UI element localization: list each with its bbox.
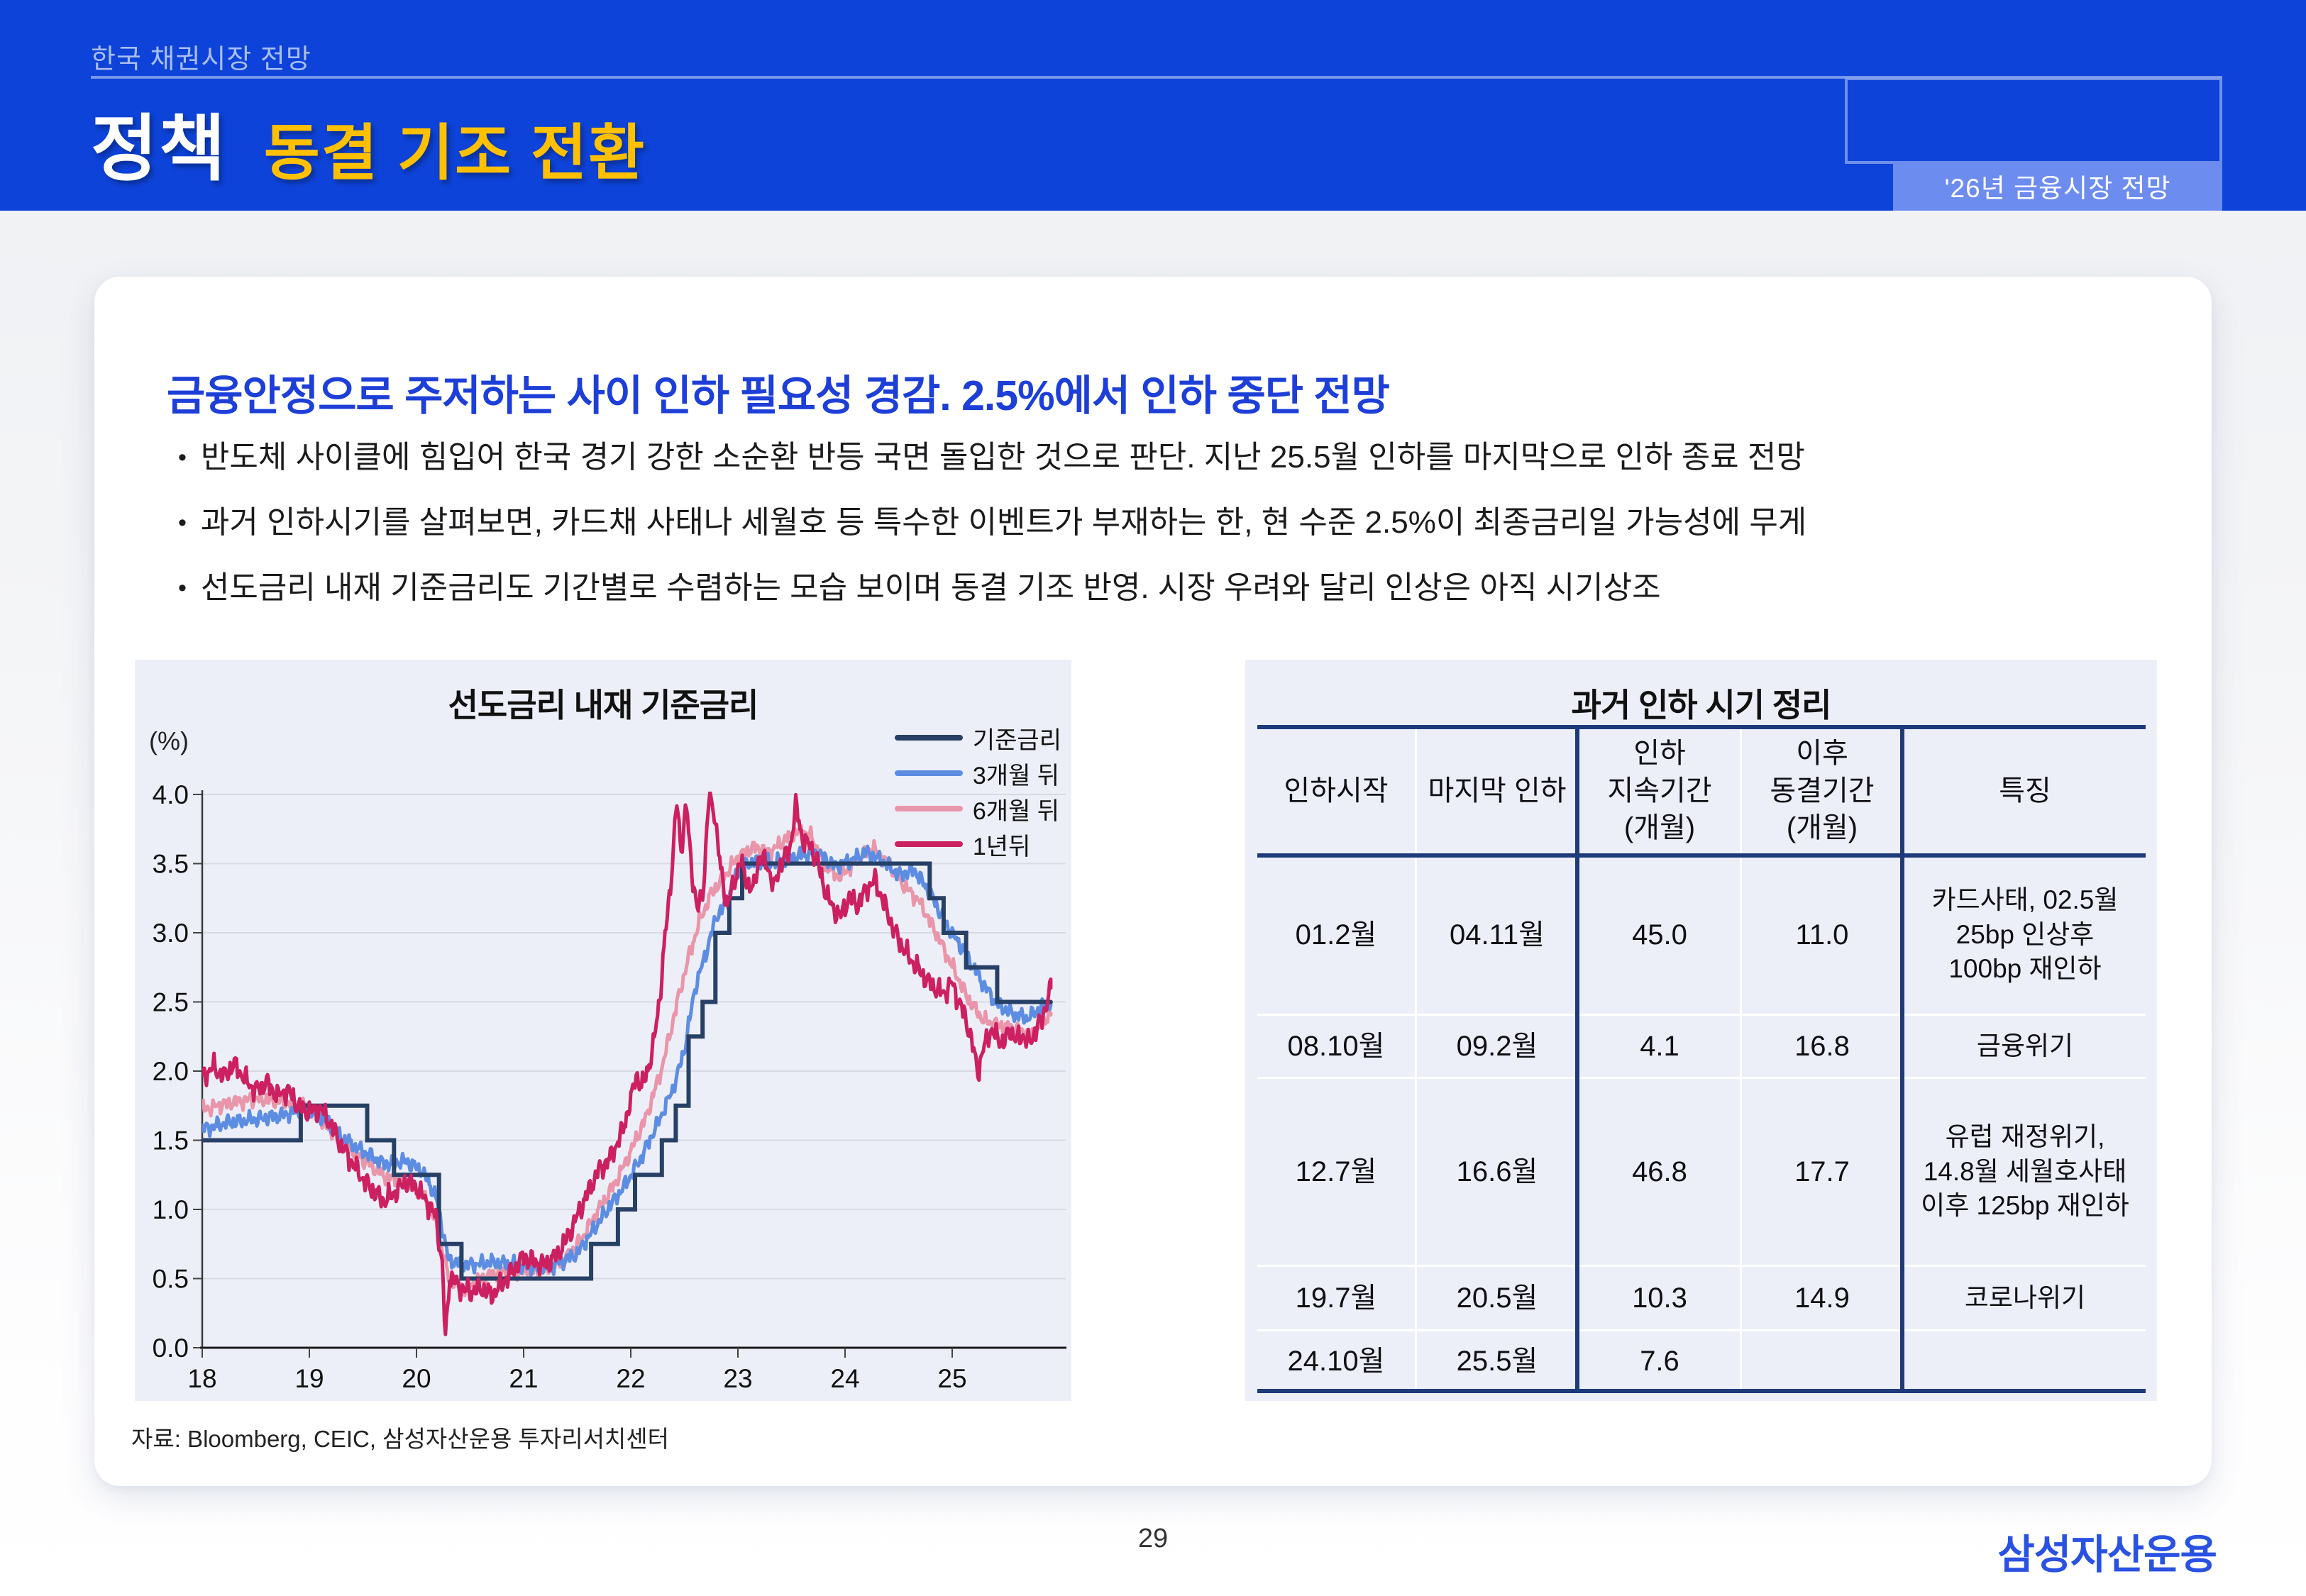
table-cell: [1742, 1331, 1902, 1391]
series-1: [202, 861, 1053, 1281]
slide-header: 한국 채권시장 전망 '26년 금융시장 전망 정책 동결 기조 전환: [0, 0, 2306, 211]
table-cell: 16.6월: [1417, 1079, 1577, 1265]
table-cell: 19.7월: [1257, 1267, 1415, 1329]
svg-text:3.5: 3.5: [153, 850, 189, 879]
legend-item: 1년뒤: [894, 831, 1061, 860]
svg-text:18: 18: [187, 1364, 216, 1393]
bullet-item: • 선도금리 내재 기준금리도 기간별로 수렴하는 모습 보이며 동결 기조 반영…: [178, 567, 1806, 609]
legend-label: 3개월 뒤: [972, 762, 1060, 789]
header-divider: [91, 76, 2222, 79]
table-header-cell: 특징: [1904, 728, 2146, 854]
page-number: 29: [1137, 1524, 1169, 1553]
table-cell: 7.6: [1579, 1331, 1740, 1391]
bullet-text: 반도체 사이클에 힘입어 한국 경기 강한 소순환 반등 국면 돌입한 것으로 …: [200, 440, 1805, 475]
table-cell: 46.8: [1579, 1079, 1740, 1265]
chart-unit-label: (%): [149, 726, 189, 755]
table-cell: 12.7월: [1257, 1079, 1415, 1265]
table-cell: 08.10월: [1257, 1016, 1415, 1077]
legend-item: 6개월 뒤: [894, 796, 1061, 825]
table-cell: 24.10월: [1257, 1331, 1415, 1391]
table-cell: 20.5월: [1417, 1267, 1577, 1329]
table-header-cell: 인하 지속기간 (개월): [1579, 728, 1740, 854]
bullet-dot: •: [178, 444, 187, 471]
bullet-dot: •: [178, 509, 187, 536]
rate-cut-history-table: 인하시작 마지막 인하 인하 지속기간 (개월) 이후 동결기간 (개월) 특징 01.2…: [1257, 725, 2146, 1393]
series-4: [202, 792, 1053, 1336]
title-main: 정책: [91, 109, 227, 189]
legend-swatch: [894, 841, 963, 847]
bullet-list: • 반도체 사이클에 힘입어 한국 경기 강한 소순환 반등 국면 돌입한 것으로…: [178, 437, 1806, 633]
svg-text:3.0: 3.0: [153, 919, 189, 948]
title-sub: 동결 기조 전환: [263, 119, 646, 187]
forward-rate-chart: 4.0 3.5 3.0 2.5 2.0 1.5 1.0 0.5 0.018 19 20 21 22 23 2…: [153, 780, 1066, 1393]
chart-panel: 선도금리 내재 기준금리 (%) 4.0 3.5 3.0 2.5 2.0 1.5 1.0 0.…: [135, 660, 1071, 1401]
table-cell: 코로나위기: [1904, 1267, 2146, 1329]
legend-swatch: [894, 770, 963, 776]
svg-text:4.0: 4.0: [153, 780, 189, 809]
svg-text:20: 20: [402, 1364, 431, 1393]
table-cell: 4.1: [1579, 1016, 1740, 1077]
svg-text:19: 19: [294, 1364, 324, 1393]
table-vertical-rule-1: [1575, 725, 1579, 1393]
table-cell: 25.5월: [1417, 1331, 1577, 1391]
bullet-item: • 과거 인하시기를 살펴보면, 카드채 사태나 세월호 등 특수한 이벤트가 부…: [178, 502, 1806, 543]
svg-text:21: 21: [509, 1364, 538, 1393]
table-cell: 01.2월: [1257, 856, 1415, 1014]
chart-legend: 기준금리 3개월 뒤 6개월 뒤 1년뒤: [894, 725, 1061, 860]
table-header-cell: 인하시작: [1257, 728, 1415, 854]
chart-title: 선도금리 내재 기준금리: [448, 687, 759, 724]
svg-text:22: 22: [616, 1364, 645, 1393]
table-cell: 45.0: [1579, 856, 1740, 1014]
svg-text:1.0: 1.0: [153, 1195, 189, 1224]
svg-text:0.0: 0.0: [153, 1334, 189, 1363]
bullet-text: 선도금리 내재 기준금리도 기간별로 수렴하는 모습 보이며 동결 기조 반영.…: [200, 570, 1661, 605]
svg-text:0.5: 0.5: [153, 1265, 189, 1294]
table-cell: 10.3: [1579, 1267, 1740, 1329]
table-bottom-border: [1257, 1389, 2146, 1393]
legend-item: 기준금리: [894, 725, 1061, 754]
legend-swatch: [894, 735, 963, 741]
svg-text:2.5: 2.5: [153, 988, 189, 1017]
table-cell: 11.0: [1742, 856, 1902, 1014]
table-header-border: [1257, 853, 2146, 858]
table-panel: 과거 인하 시기 정리 인하시작 마지막 인하 인하 지속기간 (개월) 이후 동결기…: [1245, 660, 2157, 1401]
legend-swatch: [894, 806, 963, 811]
svg-text:1.5: 1.5: [153, 1126, 189, 1156]
table-header-cell: 마지막 인하: [1417, 728, 1577, 854]
table-cell: 09.2월: [1417, 1016, 1577, 1077]
source-note: 자료: Bloomberg, CEIC, 삼성자산운용 투자리서치센터: [131, 1426, 670, 1452]
svg-text:23: 23: [723, 1364, 752, 1393]
legend-item: 3개월 뒤: [894, 760, 1061, 789]
svg-text:24: 24: [830, 1364, 859, 1393]
bullet-text: 과거 인하시기를 살펴보면, 카드채 사태나 세월호 등 특수한 이벤트가 부재…: [200, 505, 1807, 540]
breadcrumb: 한국 채권시장 전망: [91, 45, 311, 74]
table-cell: 카드사태, 02.5월 25bp 인상후 100bp 재인하: [1904, 856, 2146, 1014]
table-cell: 유럽 재정위기, 14.8월 세월호사태 이후 125bp 재인하: [1904, 1079, 2146, 1265]
table-cell: 16.8: [1742, 1016, 1902, 1077]
legend-label: 1년뒤: [972, 833, 1031, 860]
svg-text:25: 25: [937, 1364, 966, 1393]
table-cell: 17.7: [1742, 1079, 1902, 1265]
table-header-cell: 이후 동결기간 (개월): [1742, 728, 1902, 854]
page-title: 정책 동결 기조 전환: [91, 91, 646, 195]
table-cell: [1904, 1331, 2146, 1391]
series-3: [202, 824, 1053, 1297]
legend-label: 6개월 뒤: [972, 797, 1060, 825]
table-cell: 14.9: [1742, 1267, 1902, 1329]
header-outline-box: [1845, 77, 2222, 164]
company-logo: 삼성자산운용: [1997, 1532, 2217, 1578]
bullet-item: • 반도체 사이클에 힘입어 한국 경기 강한 소순환 반등 국면 돌입한 것으로…: [178, 437, 1806, 478]
table-top-border: [1257, 725, 2146, 729]
svg-text:2.0: 2.0: [153, 1057, 189, 1086]
table-vertical-rule-2: [1900, 725, 1904, 1393]
table-cell: 04.11월: [1417, 856, 1577, 1014]
legend-label: 기준금리: [972, 726, 1061, 754]
content-card: 금융안정으로 주저하는 사이 인하 필요성 경감. 2.5%에서 인하 중단 전…: [94, 277, 2212, 1486]
card-heading: 금융안정으로 주저하는 사이 인하 필요성 경감. 2.5%에서 인하 중단 전…: [167, 372, 1390, 419]
year-badge: '26년 금융시장 전망: [1893, 161, 2222, 211]
bullet-dot: •: [178, 575, 187, 602]
table-cell: 금융위기: [1904, 1016, 2146, 1077]
table-title: 과거 인하 시기 정리: [1571, 687, 1832, 724]
